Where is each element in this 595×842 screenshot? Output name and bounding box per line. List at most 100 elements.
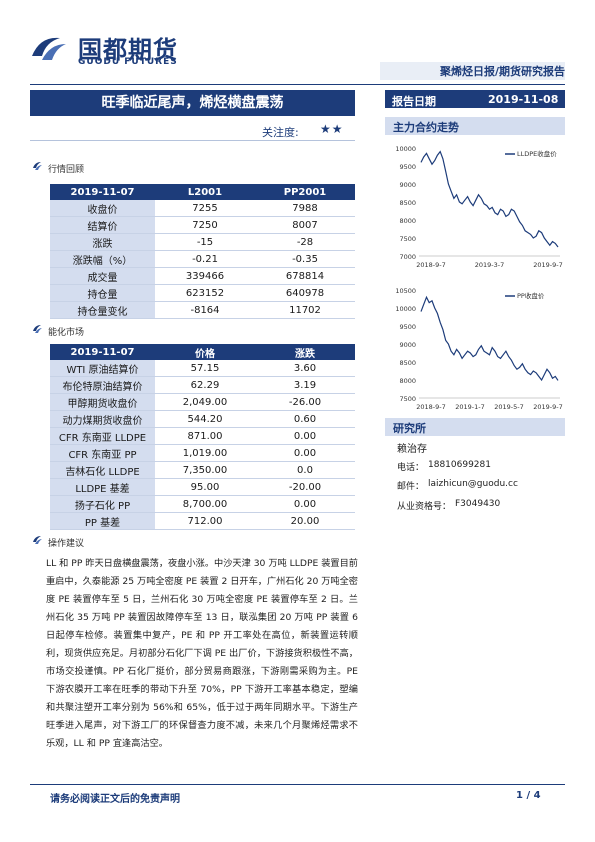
cell-value: 712.00 bbox=[155, 512, 255, 530]
table-row: 结算价 7250 8007 bbox=[50, 216, 355, 234]
y-tick-label: 7000 bbox=[399, 253, 416, 261]
row-label: 涨跌幅（%） bbox=[50, 250, 155, 268]
cell-value: 0.60 bbox=[255, 410, 355, 428]
cell-value: 1,019.00 bbox=[155, 444, 255, 462]
y-tick-label: 9500 bbox=[399, 323, 416, 331]
row-label: 吉林石化 LLDPE bbox=[50, 461, 155, 479]
cell-value: 57.15 bbox=[155, 360, 255, 377]
cell-value: 7250 bbox=[155, 216, 255, 234]
cell-value: 339466 bbox=[155, 267, 255, 285]
column-header: 2019-11-07 bbox=[50, 184, 155, 200]
table-row: CFR 东南亚 LLDPE 871.00 0.00 bbox=[50, 427, 355, 445]
column-header: 价格 bbox=[155, 344, 255, 360]
disclaimer-link[interactable]: 请务必阅读正文后的免责声明 bbox=[50, 794, 180, 805]
logo-icon bbox=[32, 37, 66, 60]
cell-value: 62.29 bbox=[155, 376, 255, 394]
market-review-heading: 行情回顾 bbox=[48, 165, 85, 175]
cell-value: 2,049.00 bbox=[155, 393, 255, 411]
report-type-band bbox=[380, 62, 565, 80]
cell-value: 7255 bbox=[155, 200, 255, 217]
email-value[interactable]: laizhicun@guodu.cc bbox=[428, 479, 518, 489]
cell-value: 95.00 bbox=[155, 478, 255, 496]
main-contract-heading-text: 主力合约走势 bbox=[393, 121, 459, 134]
y-tick-label: 9000 bbox=[399, 181, 416, 189]
cell-value: -0.21 bbox=[155, 250, 255, 268]
phone-label: 电话： bbox=[397, 463, 425, 473]
legend-label: PP收盘价 bbox=[517, 291, 545, 300]
cell-value: 0.00 bbox=[255, 495, 355, 513]
series-line bbox=[420, 150, 559, 248]
cell-value: 640978 bbox=[255, 284, 355, 302]
section-bullet-icon bbox=[33, 162, 42, 170]
row-label: 甲醇期货收盘价 bbox=[50, 393, 155, 411]
logo-text-cn: 国都期货 bbox=[78, 36, 178, 64]
attention-label: 关注度: bbox=[262, 126, 299, 139]
row-label: 结算价 bbox=[50, 216, 155, 234]
cell-value: 0.00 bbox=[255, 427, 355, 445]
row-label: 收盘价 bbox=[50, 200, 155, 217]
row-label: 布伦特原油结算价 bbox=[50, 376, 155, 394]
y-tick-label: 10000 bbox=[395, 145, 416, 153]
cell-value: 7988 bbox=[255, 200, 355, 217]
attention-stars: ★★ bbox=[320, 122, 344, 136]
cell-value: 0.0 bbox=[255, 461, 355, 479]
report-type: 聚烯烃日报/期货研究报告 bbox=[439, 65, 565, 78]
table-row: 动力煤期货收盘价 544.20 0.60 bbox=[50, 410, 355, 428]
cell-value: -26.00 bbox=[255, 393, 355, 411]
y-tick-label: 7500 bbox=[399, 395, 416, 403]
cell-value: 678814 bbox=[255, 267, 355, 285]
row-label: 涨跌 bbox=[50, 233, 155, 251]
x-tick-label: 2019-9-7 bbox=[533, 403, 563, 411]
x-tick-label: 2019-3-7 bbox=[475, 261, 505, 269]
x-tick-label: 2018-9-7 bbox=[416, 261, 446, 269]
row-label: 成交量 bbox=[50, 267, 155, 285]
cell-value: 7,350.00 bbox=[155, 461, 255, 479]
table-row: WTI 原油结算价 57.15 3.60 bbox=[50, 360, 355, 377]
report-date: 2019-11-08 bbox=[488, 93, 559, 106]
cert-value: F3049430 bbox=[455, 499, 501, 509]
y-tick-label: 7500 bbox=[399, 235, 416, 243]
x-tick-label: 2018-9-7 bbox=[416, 403, 446, 411]
table-row: 涨跌幅（%） -0.21 -0.35 bbox=[50, 250, 355, 268]
page-title: 旺季临近尾声，烯烃横盘震荡 bbox=[30, 90, 355, 116]
cell-value: 11702 bbox=[255, 301, 355, 319]
table-row: 持仓量 623152 640978 bbox=[50, 284, 355, 302]
phone-value: 18810699281 bbox=[428, 460, 491, 470]
cell-value: -28 bbox=[255, 233, 355, 251]
energy-market-table: 2019-11-07 价格 涨跌 WTI 原油结算价 57.15 3.60 布伦特原油… bbox=[50, 344, 355, 530]
cell-value: 20.00 bbox=[255, 512, 355, 530]
y-tick-label: 8000 bbox=[399, 377, 416, 385]
logo-text-en: GUODU FUTURES bbox=[78, 57, 178, 67]
header-divider bbox=[30, 84, 565, 85]
row-label: LLDPE 基差 bbox=[50, 478, 155, 496]
cell-value: 3.19 bbox=[255, 376, 355, 394]
research-heading: 研究所 bbox=[385, 418, 565, 436]
series-line bbox=[420, 295, 559, 382]
cert-label: 从业资格号： bbox=[397, 502, 452, 512]
y-tick-label: 10500 bbox=[395, 287, 416, 295]
y-tick-label: 8500 bbox=[399, 199, 416, 207]
table-row: 布伦特原油结算价 62.29 3.19 bbox=[50, 376, 355, 394]
report-date-label: 报告日期 bbox=[392, 95, 436, 108]
page-number: 1 / 4 bbox=[516, 790, 541, 801]
table-row: 涨跌 -15 -28 bbox=[50, 233, 355, 251]
cell-value: -8164 bbox=[155, 301, 255, 319]
main-contract-heading: 主力合约走势 bbox=[385, 117, 565, 135]
column-header: 涨跌 bbox=[255, 344, 355, 360]
x-tick-label: 2019-5-7 bbox=[494, 403, 524, 411]
row-label: 持仓量变化 bbox=[50, 301, 155, 319]
energy-market-heading: 能化市场 bbox=[48, 328, 85, 338]
section-bullet-icon bbox=[33, 325, 42, 333]
y-tick-label: 8500 bbox=[399, 359, 416, 367]
report-date-bar bbox=[385, 90, 565, 108]
column-header: L2001 bbox=[155, 184, 255, 200]
research-heading-text: 研究所 bbox=[393, 422, 426, 435]
market-review-table: 2019-11-07 L2001 PP2001 收盘价 7255 7988 结算价 72… bbox=[50, 184, 355, 319]
cell-value: 8,700.00 bbox=[155, 495, 255, 513]
cell-value: 8007 bbox=[255, 216, 355, 234]
cell-value: -15 bbox=[155, 233, 255, 251]
row-label: CFR 东南亚 PP bbox=[50, 444, 155, 462]
cell-value: 0.00 bbox=[255, 444, 355, 462]
